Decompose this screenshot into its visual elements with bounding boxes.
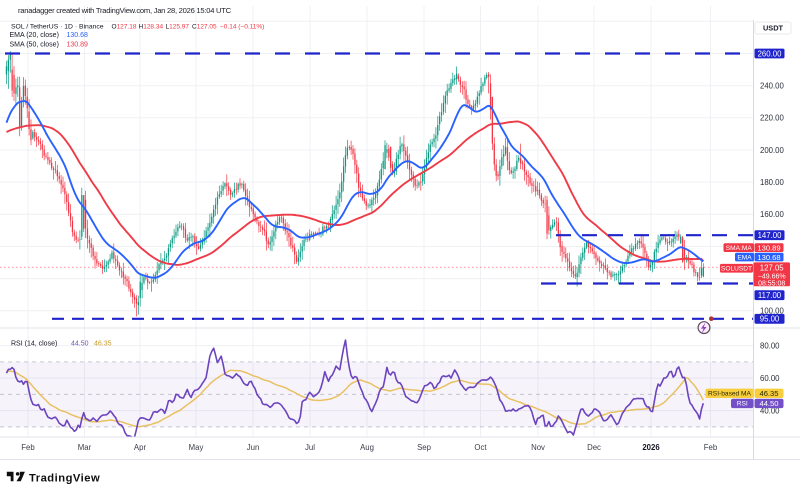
svg-text:60.00: 60.00 bbox=[760, 374, 780, 383]
svg-text:RSI: RSI bbox=[737, 401, 748, 408]
svg-text:C127.05: C127.05 bbox=[192, 23, 217, 30]
svg-text:SMA:MA: SMA:MA bbox=[726, 245, 753, 252]
svg-text:TradingView: TradingView bbox=[29, 472, 100, 484]
svg-text:SMA (50, close)130.89: SMA (50, close) 130.89 bbox=[10, 41, 89, 48]
svg-text:147.00: 147.00 bbox=[758, 231, 783, 240]
svg-text:RSI-based MA: RSI-based MA bbox=[708, 391, 751, 398]
svg-text:80.00: 80.00 bbox=[760, 341, 780, 350]
svg-text:ranadagger created with Tradin: ranadagger created with TradingView.com,… bbox=[18, 6, 232, 15]
svg-text:180.00: 180.00 bbox=[760, 178, 785, 187]
svg-text:240.00: 240.00 bbox=[760, 82, 785, 91]
svg-text:Aug: Aug bbox=[360, 443, 374, 452]
svg-text:EMA: EMA bbox=[737, 254, 752, 261]
svg-text:SOL / TetherUS · 1D · Binance: SOL / TetherUS · 1D · Binance bbox=[11, 23, 104, 30]
svg-text:40.00: 40.00 bbox=[760, 406, 780, 415]
svg-text:Mar: Mar bbox=[78, 443, 92, 452]
svg-text:Sep: Sep bbox=[417, 443, 432, 452]
svg-text:117.00: 117.00 bbox=[758, 291, 782, 300]
svg-text:−49.66%: −49.66% bbox=[758, 274, 786, 281]
svg-text:130.68: 130.68 bbox=[757, 253, 780, 262]
svg-text:260.00: 260.00 bbox=[758, 49, 783, 58]
svg-text:220.00: 220.00 bbox=[760, 114, 785, 123]
svg-text:EMA (20, close)130.68: EMA (20, close) 130.68 bbox=[10, 32, 89, 39]
svg-text:SOLUSDT: SOLUSDT bbox=[721, 266, 752, 273]
svg-text:08:55:08: 08:55:08 bbox=[758, 281, 785, 288]
svg-text:95.00: 95.00 bbox=[760, 315, 780, 324]
svg-text:Feb: Feb bbox=[704, 443, 718, 452]
svg-text:160.00: 160.00 bbox=[760, 210, 785, 219]
svg-text:L125.97: L125.97 bbox=[166, 23, 190, 30]
svg-text:127.05: 127.05 bbox=[760, 264, 785, 273]
svg-text:Oct: Oct bbox=[474, 443, 487, 452]
svg-text:Feb: Feb bbox=[21, 443, 35, 452]
svg-text:O127.18: O127.18 bbox=[112, 23, 137, 30]
svg-text:Dec: Dec bbox=[587, 443, 601, 452]
svg-text:Jul: Jul bbox=[305, 443, 315, 452]
svg-text:100.00: 100.00 bbox=[760, 307, 785, 316]
svg-text:200.00: 200.00 bbox=[760, 146, 785, 155]
svg-text:USDT: USDT bbox=[763, 24, 784, 33]
svg-text:130.89: 130.89 bbox=[757, 243, 780, 252]
svg-text:Apr: Apr bbox=[134, 443, 147, 452]
svg-text:44.50: 44.50 bbox=[759, 399, 778, 408]
svg-text:May: May bbox=[189, 443, 204, 452]
svg-text:2026: 2026 bbox=[642, 443, 660, 452]
svg-text:Jun: Jun bbox=[247, 443, 260, 452]
svg-text:H128.34: H128.34 bbox=[139, 23, 164, 30]
svg-text:46.35: 46.35 bbox=[759, 389, 778, 398]
svg-text:−0.14 (−0.11%): −0.14 (−0.11%) bbox=[220, 23, 264, 30]
svg-text:Nov: Nov bbox=[531, 443, 545, 452]
